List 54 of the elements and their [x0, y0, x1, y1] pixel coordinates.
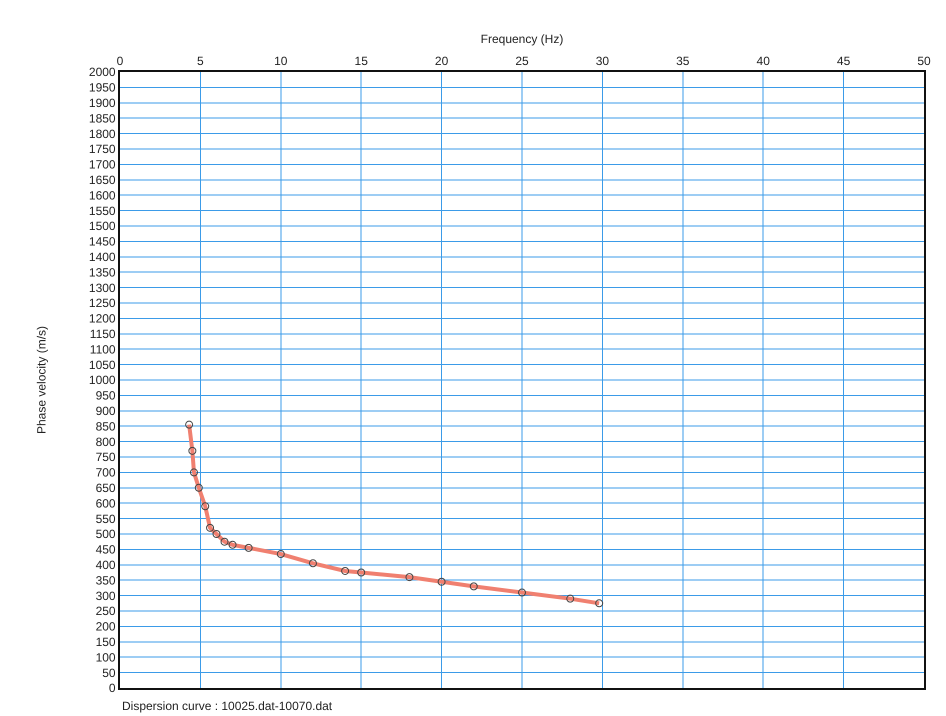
y-tick-label: 350: [96, 573, 116, 588]
y-tick-label: 1850: [88, 111, 116, 126]
y-tick-label: 700: [96, 466, 116, 480]
y-tick-label: 1200: [88, 312, 116, 326]
y-tick-label: 1950: [88, 80, 116, 95]
y-tick-label: 1050: [88, 358, 116, 372]
y-tick-label: 1750: [88, 142, 116, 156]
y-tick-label: 100: [96, 650, 116, 664]
x-tick-label: 35: [676, 54, 690, 68]
y-tick-label: 450: [96, 542, 116, 557]
y-tick-label: 1350: [88, 265, 116, 280]
y-tick-label: 650: [96, 481, 116, 495]
y-tick-label: 850: [96, 419, 116, 434]
y-tick-label: 400: [96, 558, 116, 572]
y-tick-label: 500: [96, 527, 116, 542]
x-tick-label: 10: [274, 54, 288, 68]
x-tick-label: 30: [596, 54, 610, 68]
y-tick-label: 2000: [88, 65, 116, 80]
y-tick-label: 750: [96, 450, 116, 464]
y-tick-label: 1500: [88, 219, 116, 234]
y-tick-label: 0: [108, 681, 116, 696]
y-tick-label: 1700: [88, 158, 116, 172]
y-tick-label: 1450: [88, 234, 116, 249]
y-tick-label: 900: [96, 404, 116, 418]
y-tick-label: 550: [96, 512, 116, 526]
y-tick-label: 200: [96, 620, 116, 634]
y-tick-label: 1900: [88, 96, 116, 110]
y-axis-title: Phase velocity (m/s): [34, 326, 49, 434]
y-tick-label: 1150: [90, 327, 116, 341]
y-tick-label: 50: [102, 666, 116, 680]
y-tick-label: 950: [96, 388, 116, 403]
text: Dispersion curve : 10025.dat-10070.dat: [122, 699, 333, 713]
x-tick-label: 5: [197, 54, 204, 68]
y-tick-label: 1650: [88, 173, 116, 187]
x-tick-label: 45: [836, 54, 851, 68]
x-tick-label: 25: [515, 54, 529, 68]
x-tick-label: 40: [756, 54, 770, 68]
y-tick-label: 1600: [88, 188, 116, 202]
x-tick-label: 15: [354, 54, 368, 68]
y-tick-label: 800: [96, 434, 116, 449]
y-tick-label: 1100: [90, 342, 116, 356]
y-tick-label: 1000: [88, 373, 116, 388]
y-tick-label: 250: [96, 604, 116, 618]
x-tick-label: 50: [917, 54, 931, 68]
y-tick-label: 1300: [88, 280, 116, 295]
x-axis-title: Frequency (Hz): [480, 32, 564, 46]
y-tick-label: 1250: [88, 296, 116, 310]
y-tick-label: 300: [96, 588, 116, 603]
y-tick-label: 1800: [88, 126, 116, 141]
y-tick-label: 1400: [88, 250, 116, 264]
y-tick-label: 150: [96, 635, 116, 649]
x-tick-label: 20: [434, 54, 449, 68]
y-tick-label: 600: [96, 496, 116, 510]
y-tick-label: 1550: [88, 204, 116, 218]
